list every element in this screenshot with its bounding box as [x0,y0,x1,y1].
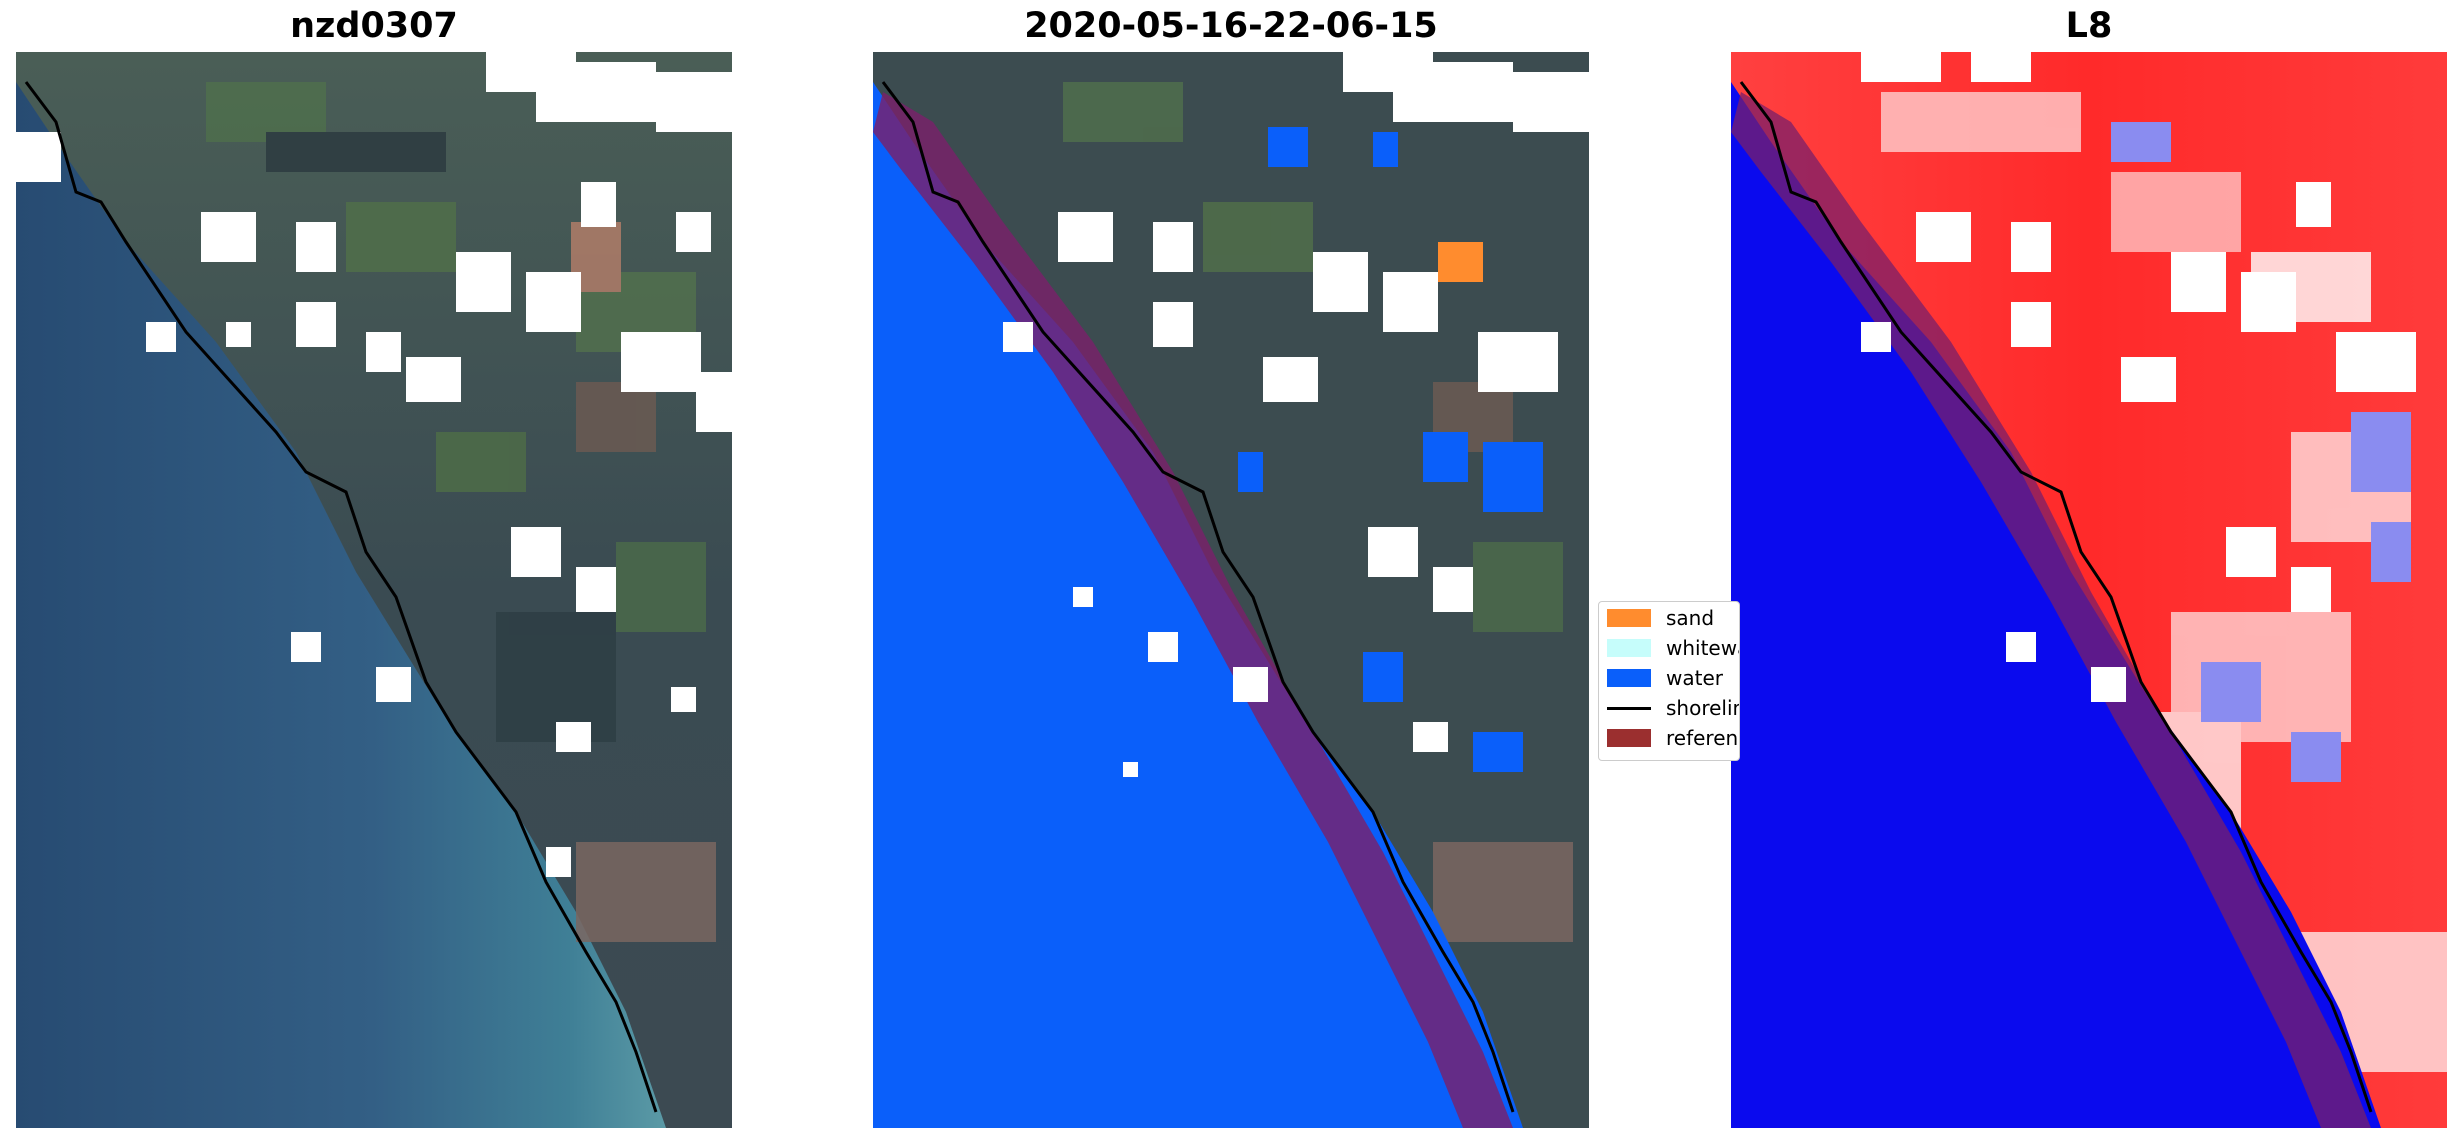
field-patches [1063,82,1573,942]
legend: sand whitewater water shoreline referenc… [1598,601,1740,761]
sand-swatch-icon [1607,609,1651,627]
legend-item-reference-buffer: reference shoreline buffer [1607,726,1739,750]
panel-title-index: L8 [2065,6,2113,46]
shoreline [881,81,1515,1113]
index-image [1731,52,2447,1128]
land-blue-features [2111,122,2411,782]
legend-item-shoreline: shoreline [1607,696,1739,720]
legend-label: whitewater [1666,636,1739,660]
legend-label: water [1666,666,1723,690]
legend-item-sand: sand [1607,606,1714,630]
legend-label: reference shoreline buffer [1666,726,1739,750]
rgb-image [16,52,732,1128]
sand-class [1438,242,1483,282]
legend-label: sand [1666,606,1715,630]
cloud-mask [1003,52,1589,777]
panel-title-rgb: nzd0307 [290,6,458,46]
shoreline-line-icon [1607,706,1651,710]
cloud-mask [1861,52,2416,702]
panel-title-classification: 2020-05-16-22-06-15 [1024,6,1438,46]
rgb-image-panel [16,52,732,1128]
field-patches [206,82,716,942]
classification-panel [873,52,1589,1128]
legend-label: shoreline [1666,696,1739,720]
whitewater-swatch-icon [1607,639,1651,657]
reference-buffer-swatch-icon [1607,729,1651,747]
water-swatch-icon [1607,669,1651,687]
shoreline [1739,81,2373,1113]
sea-area [16,82,666,1128]
reference-buffer [873,92,1513,1128]
classification-image [873,52,1589,1128]
reference-buffer [1731,92,2371,1128]
index-panel [1731,52,2447,1128]
legend-item-water: water [1607,666,1723,690]
legend-item-whitewater: whitewater [1607,636,1739,660]
shoreline [24,81,658,1113]
cloud-mask [16,52,732,877]
